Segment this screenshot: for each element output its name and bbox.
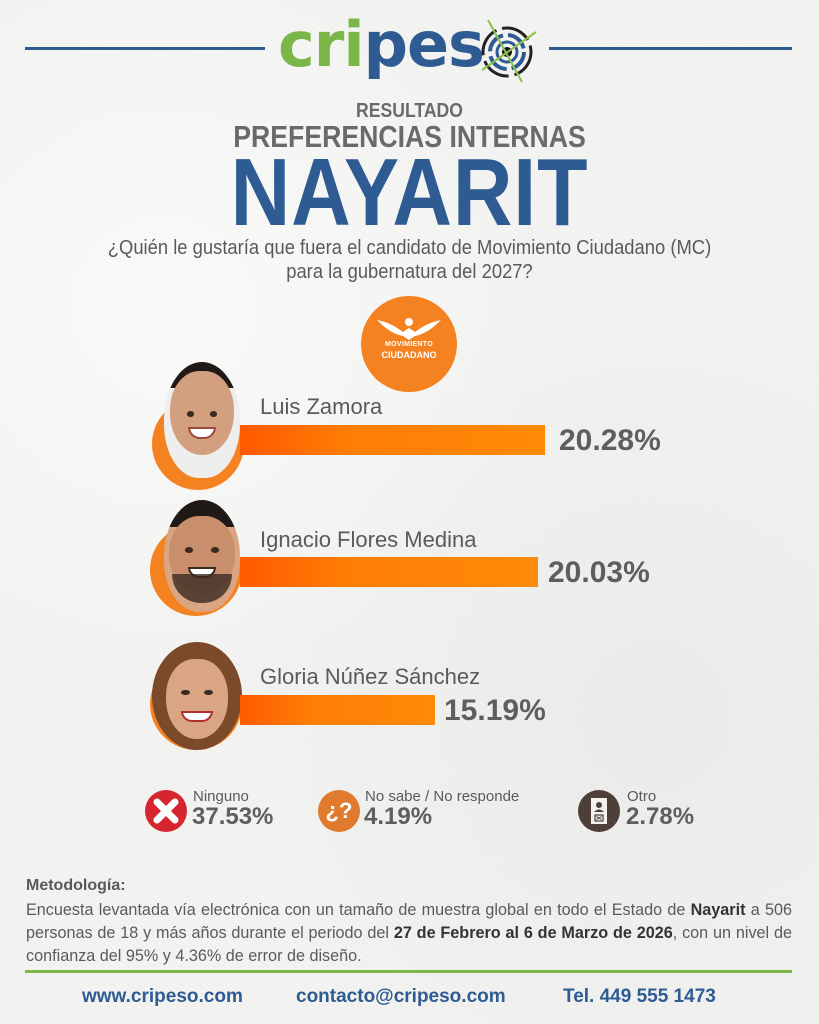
page-title: NAYARIT (230, 139, 589, 246)
candidate-name: Gloria Núñez Sánchez (260, 664, 481, 689)
ballot-icon (578, 790, 620, 832)
candidate-bar (240, 425, 545, 455)
candidate-percent: 15.19% (444, 694, 546, 727)
option-ninguno: Ninguno 37.53% (145, 788, 295, 832)
x-mark-icon (145, 790, 187, 832)
candidate-row: Gloria Núñez Sánchez 15.19% (0, 638, 819, 768)
option-otro: Otro 2.78% (578, 788, 718, 832)
option-percent: 37.53% (192, 803, 274, 830)
phone-link[interactable]: Tel. 449 555 1473 (563, 986, 716, 1007)
header-rule-right (549, 47, 792, 50)
candidate-percent: 20.03% (548, 556, 650, 589)
candidate-name: Ignacio Flores Medina (260, 527, 477, 552)
footer-rule (25, 970, 792, 973)
avatar (164, 362, 240, 478)
candidate-row: Luis Zamora 20.28% (0, 360, 819, 490)
email-link[interactable]: contacto@cripeso.com (296, 986, 506, 1007)
option-label: No sabe / No responde (365, 788, 520, 805)
eagle-icon (377, 318, 441, 340)
cripeso-logo: cripes (278, 10, 540, 84)
option-no-sabe: ¿? No sabe / No responde 4.19% (318, 788, 558, 832)
logo-text-blue: pes (363, 8, 485, 81)
methodology-text: Encuesta levantada vía electrónica con u… (26, 901, 792, 965)
candidate-bar (240, 695, 435, 725)
logo-text-green: cri (278, 8, 365, 81)
option-percent: 4.19% (364, 803, 433, 830)
kicker-text: RESULTADO (356, 100, 463, 122)
candidate-percent: 20.28% (559, 424, 661, 457)
avatar (164, 500, 240, 612)
avatar (152, 642, 242, 750)
subtitle-text: PREFERENCIAS INTERNAS (233, 119, 586, 154)
website-link[interactable]: www.cripeso.com (82, 986, 243, 1007)
target-icon (481, 19, 537, 83)
candidate-row: Ignacio Flores Medina 20.03% (0, 498, 819, 628)
question-mark-icon: ¿? (318, 790, 360, 832)
option-percent: 2.78% (626, 803, 695, 830)
methodology-title: Metodología: (26, 877, 126, 894)
option-label: Otro (627, 788, 657, 805)
party-logo: MOVIMIENTO CIUDADANO (361, 296, 457, 392)
option-label: Ninguno (193, 788, 249, 805)
header-rule-left (25, 47, 265, 50)
candidate-name: Luis Zamora (260, 394, 383, 419)
survey-question: ¿Quién le gustaría que fuera el candidat… (107, 237, 712, 283)
candidate-bar (240, 557, 538, 587)
